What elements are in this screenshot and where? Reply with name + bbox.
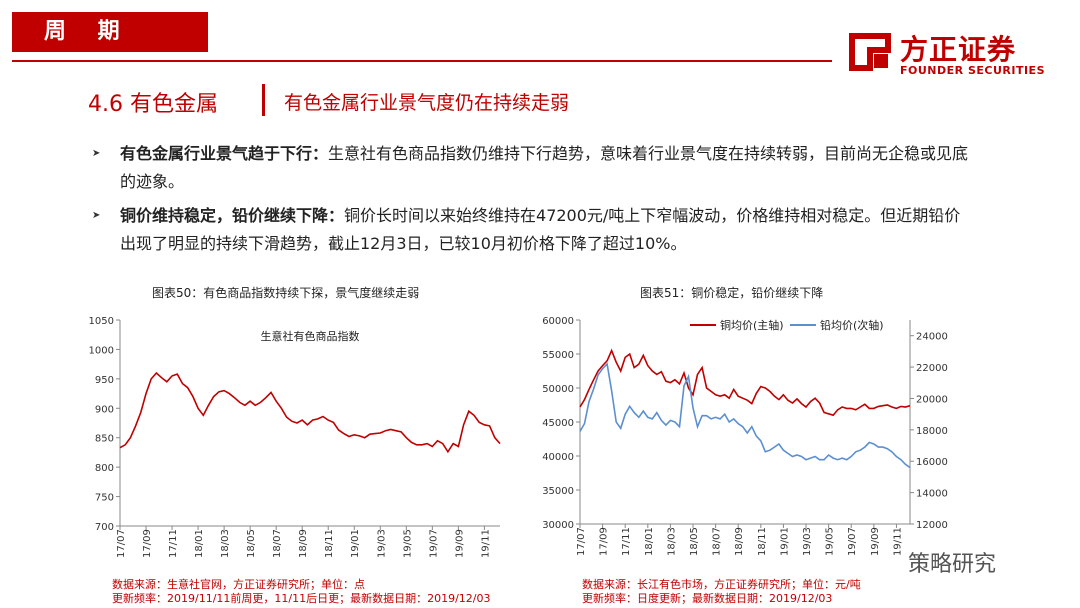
chart2-y-tick-label: 45000 bbox=[542, 418, 574, 429]
chart1-y-tick-label: 750 bbox=[95, 493, 114, 504]
logo-mark-icon bbox=[849, 33, 891, 71]
chart1-x-tick-label: 18/05 bbox=[246, 529, 257, 558]
bullet-2-heading: 铜价维持稳定，铅价继续下降： bbox=[120, 206, 345, 225]
chart1-frequency: 更新频率：2019/11/11前周更，11/11后日更；最新数据日期：2019/… bbox=[112, 592, 491, 605]
chart1-caption: 图表50：有色商品指数持续下探，景气度继续走弱 bbox=[152, 286, 420, 300]
chart2-x-tick-label: 17/07 bbox=[576, 527, 587, 556]
chart2-x-tick-label: 19/11 bbox=[892, 527, 903, 556]
section-subtitle: 有色金属行业景气度仍在持续走弱 bbox=[284, 92, 570, 114]
chart2-frequency: 更新频率：日度更新；最新数据日期：2019/12/03 bbox=[582, 592, 833, 605]
bullet-item-1: ➤ 有色金属行业景气趋于下行：生意社有色商品指数仍维持下行趋势，意味着行业景气度… bbox=[92, 140, 972, 196]
chart1-x-tick-label: 19/03 bbox=[376, 529, 387, 558]
watermark-text: 策略研究 bbox=[908, 552, 997, 577]
chart2-y2-tick-label: 12000 bbox=[916, 520, 948, 531]
logo-cn-text: 方正证券 bbox=[900, 33, 1017, 66]
header-divider bbox=[12, 60, 832, 62]
chart2-x-tick-label: 18/07 bbox=[712, 527, 723, 556]
chart2-series-2-line bbox=[579, 362, 911, 469]
chart2-y-tick-label: 35000 bbox=[542, 486, 574, 497]
chart2-x-tick-label: 18/01 bbox=[644, 527, 655, 556]
chart2-x-tick-label: 17/11 bbox=[621, 527, 632, 556]
bullet-1-text: 生意社有色商品指数仍维持下行趋势，意味着行业景气度在持续转弱，目前尚无企稳或见底… bbox=[120, 144, 969, 191]
brand-logo: 方正证券 FOUNDER SECURITIES bbox=[848, 24, 1068, 80]
bullet-2-text: 铜价长时间以来始终维持在47200元/吨上下窄幅波动，价格维持相对稳定。但近期铅… bbox=[120, 206, 961, 253]
chart2-x-tick-label: 18/09 bbox=[734, 527, 745, 556]
chart1-x-tick-label: 18/07 bbox=[272, 529, 283, 558]
chart1-y-tick-label: 900 bbox=[95, 404, 114, 415]
chart2-legend-label-2: 铅均价(次轴) bbox=[820, 318, 884, 332]
chart1-series-1-line bbox=[119, 371, 501, 454]
section-tag: 周 期 bbox=[12, 12, 208, 52]
chart1-x-tick-label: 19/11 bbox=[480, 529, 491, 558]
bullet-arrow-icon: ➤ bbox=[92, 148, 101, 159]
logo-en-text: FOUNDER SECURITIES bbox=[900, 64, 1045, 77]
chart1-x-tick-label: 18/01 bbox=[194, 529, 205, 558]
chart1-index-line-chart: 700 750 800 850 900 950 1000 1050 17/07 17/09 17/1… bbox=[89, 316, 501, 558]
chart1-x-tick-label: 19/09 bbox=[454, 529, 465, 558]
chart2-y-tick-label: 40000 bbox=[542, 452, 574, 463]
chart1-y-tick-label: 1000 bbox=[89, 345, 114, 356]
chart1-y-tick-label: 700 bbox=[95, 522, 114, 533]
chart1-x-tick-label: 19/07 bbox=[428, 529, 439, 558]
chart2-copper-lead-chart: 30000 35000 40000 45000 50000 55000 60000 12000… bbox=[542, 316, 948, 556]
chart1-y-tick-label: 850 bbox=[95, 434, 114, 445]
chart2-y-tick-label: 50000 bbox=[542, 384, 574, 395]
chart1-x-tick-label: 18/09 bbox=[298, 529, 309, 558]
chart2-x-tick-label: 19/01 bbox=[779, 527, 790, 556]
chart2-x-tick-label: 17/09 bbox=[599, 527, 610, 556]
bullet-list: ➤ 有色金属行业景气趋于下行：生意社有色商品指数仍维持下行趋势，意味着行业景气度… bbox=[92, 140, 972, 264]
chart1-x-tick-label: 18/11 bbox=[324, 529, 335, 558]
chart2-y-tick-label: 30000 bbox=[542, 520, 574, 531]
bullet-item-2: ➤ 铜价维持稳定，铅价继续下降：铜价长时间以来始终维持在47200元/吨上下窄幅… bbox=[92, 202, 972, 258]
chart2-x-tick-label: 19/03 bbox=[802, 527, 813, 556]
chart1-x-tick-label: 19/05 bbox=[402, 529, 413, 558]
chart2-x-tick-label: 18/03 bbox=[666, 527, 677, 556]
chart2-y2-tick-label: 16000 bbox=[916, 457, 948, 468]
chart2-caption: 图表51：铜价稳定，铅价继续下降 bbox=[640, 286, 824, 300]
chart1-y-tick-label: 800 bbox=[95, 463, 114, 474]
chart2-y-tick-label: 60000 bbox=[542, 316, 574, 327]
chart1-x-tick-label: 19/01 bbox=[350, 529, 361, 558]
chart1-x-tick-label: 17/11 bbox=[168, 529, 179, 558]
chart1-y-tick-label: 950 bbox=[95, 375, 114, 386]
chart2-y2-tick-label: 18000 bbox=[916, 426, 948, 437]
chart2-x-tick-label: 19/09 bbox=[870, 527, 881, 556]
chart2-series-1-line bbox=[579, 348, 911, 417]
chart1-y-tick-label: 1050 bbox=[89, 316, 114, 327]
chart1-legend-label: 生意社有色商品指数 bbox=[261, 329, 360, 343]
bullet-1-heading: 有色金属行业景气趋于下行： bbox=[120, 144, 329, 163]
chart2-x-tick-label: 19/07 bbox=[847, 527, 858, 556]
chart2-y2-tick-label: 22000 bbox=[916, 363, 948, 374]
chart2-x-tick-label: 19/05 bbox=[825, 527, 836, 556]
chart2-x-tick-label: 18/05 bbox=[689, 527, 700, 556]
chart1-x-tick-label: 18/03 bbox=[220, 529, 231, 558]
chart2-y2-tick-label: 20000 bbox=[916, 394, 948, 405]
chart2-y2-tick-label: 24000 bbox=[916, 332, 948, 343]
section-title-divider bbox=[262, 84, 265, 116]
bullet-arrow-icon: ➤ bbox=[92, 210, 101, 221]
chart1-source: 数据来源：生意社官网，方正证券研究所；单位：点 bbox=[112, 578, 365, 591]
chart2-x-tick-label: 18/11 bbox=[757, 527, 768, 556]
chart2-source: 数据来源：长江有色市场，方正证券研究所；单位：元/吨 bbox=[582, 578, 861, 591]
chart1-x-tick-label: 17/09 bbox=[142, 529, 153, 558]
chart2-legend-label-1: 铜均价(主轴) bbox=[720, 318, 784, 332]
chart2-y-tick-label: 55000 bbox=[542, 350, 574, 361]
section-title: 4.6 有色金属 bbox=[88, 92, 218, 117]
chart2-y2-tick-label: 14000 bbox=[916, 489, 948, 500]
chart1-x-tick-label: 17/07 bbox=[116, 529, 127, 558]
